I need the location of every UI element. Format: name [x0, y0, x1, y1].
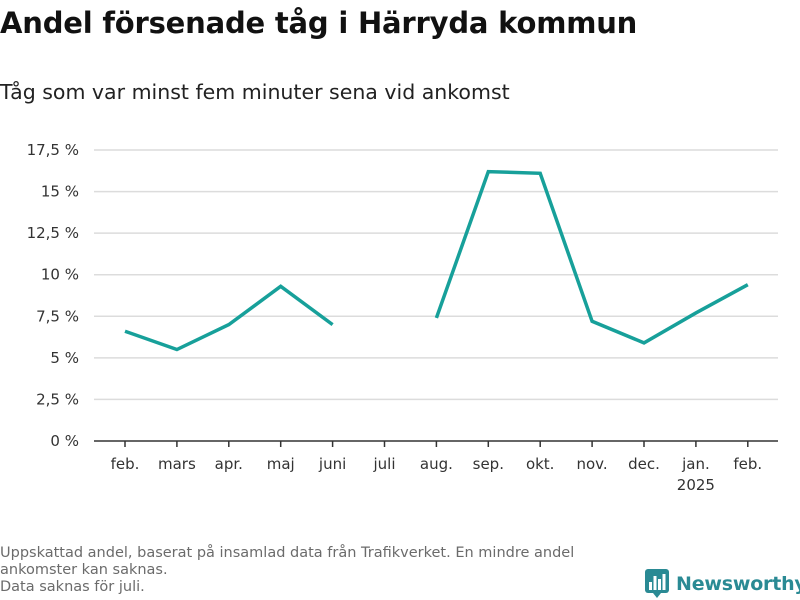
x-tick-sublabel: 2025 [677, 476, 715, 494]
chart-title: Andel försenade tåg i Härryda kommun [0, 6, 638, 40]
footnote-line: ankomster kan saknas. [0, 562, 168, 578]
x-tick-label: okt. [526, 455, 555, 473]
x-tick-label: feb. [111, 455, 140, 473]
y-tick-label: 2,5 % [36, 390, 79, 408]
x-tick-label: dec. [628, 455, 660, 473]
line-chart: 0 % 2,5 % 5 % 7,5 % 10 % 12,5 % 15 % 17,5 % feb… [27, 141, 778, 494]
x-tick-label: feb. [733, 455, 762, 473]
series-line [434, 169, 749, 345]
brand-logo[interactable]: Newsworthy [645, 569, 800, 599]
x-tick-label: juli [372, 455, 395, 473]
y-tick-label: 15 % [41, 183, 79, 201]
x-tick-label: juni [318, 455, 346, 473]
x-tick-label: apr. [215, 455, 243, 473]
y-tick-label: 0 % [50, 432, 79, 450]
x-tick-label: sep. [473, 455, 504, 473]
y-tick-label: 7,5 % [36, 307, 79, 325]
x-tick-label: jan. [681, 455, 710, 473]
bar-chart-logo-icon [645, 569, 669, 598]
y-tick-label: 17,5 % [27, 141, 79, 159]
footnote-line: Data saknas för juli. [0, 579, 145, 595]
x-tick-label: aug. [420, 455, 453, 473]
x-tick-label: nov. [577, 455, 608, 473]
x-tick-label: mars [158, 455, 196, 473]
brand-name: Newsworthy [676, 573, 800, 595]
y-tick-label: 5 % [50, 349, 79, 367]
y-tick-label: 10 % [41, 266, 79, 284]
series-line [124, 284, 334, 352]
footnote: Uppskattad andel, baserat på insamlad da… [0, 545, 640, 596]
y-tick-label: 12,5 % [27, 224, 79, 242]
chart-subtitle: Tåg som var minst fem minuter sena vid a… [0, 80, 510, 104]
x-tick-label: maj [267, 455, 295, 473]
footnote-line: Uppskattad andel, baserat på insamlad da… [0, 545, 575, 561]
